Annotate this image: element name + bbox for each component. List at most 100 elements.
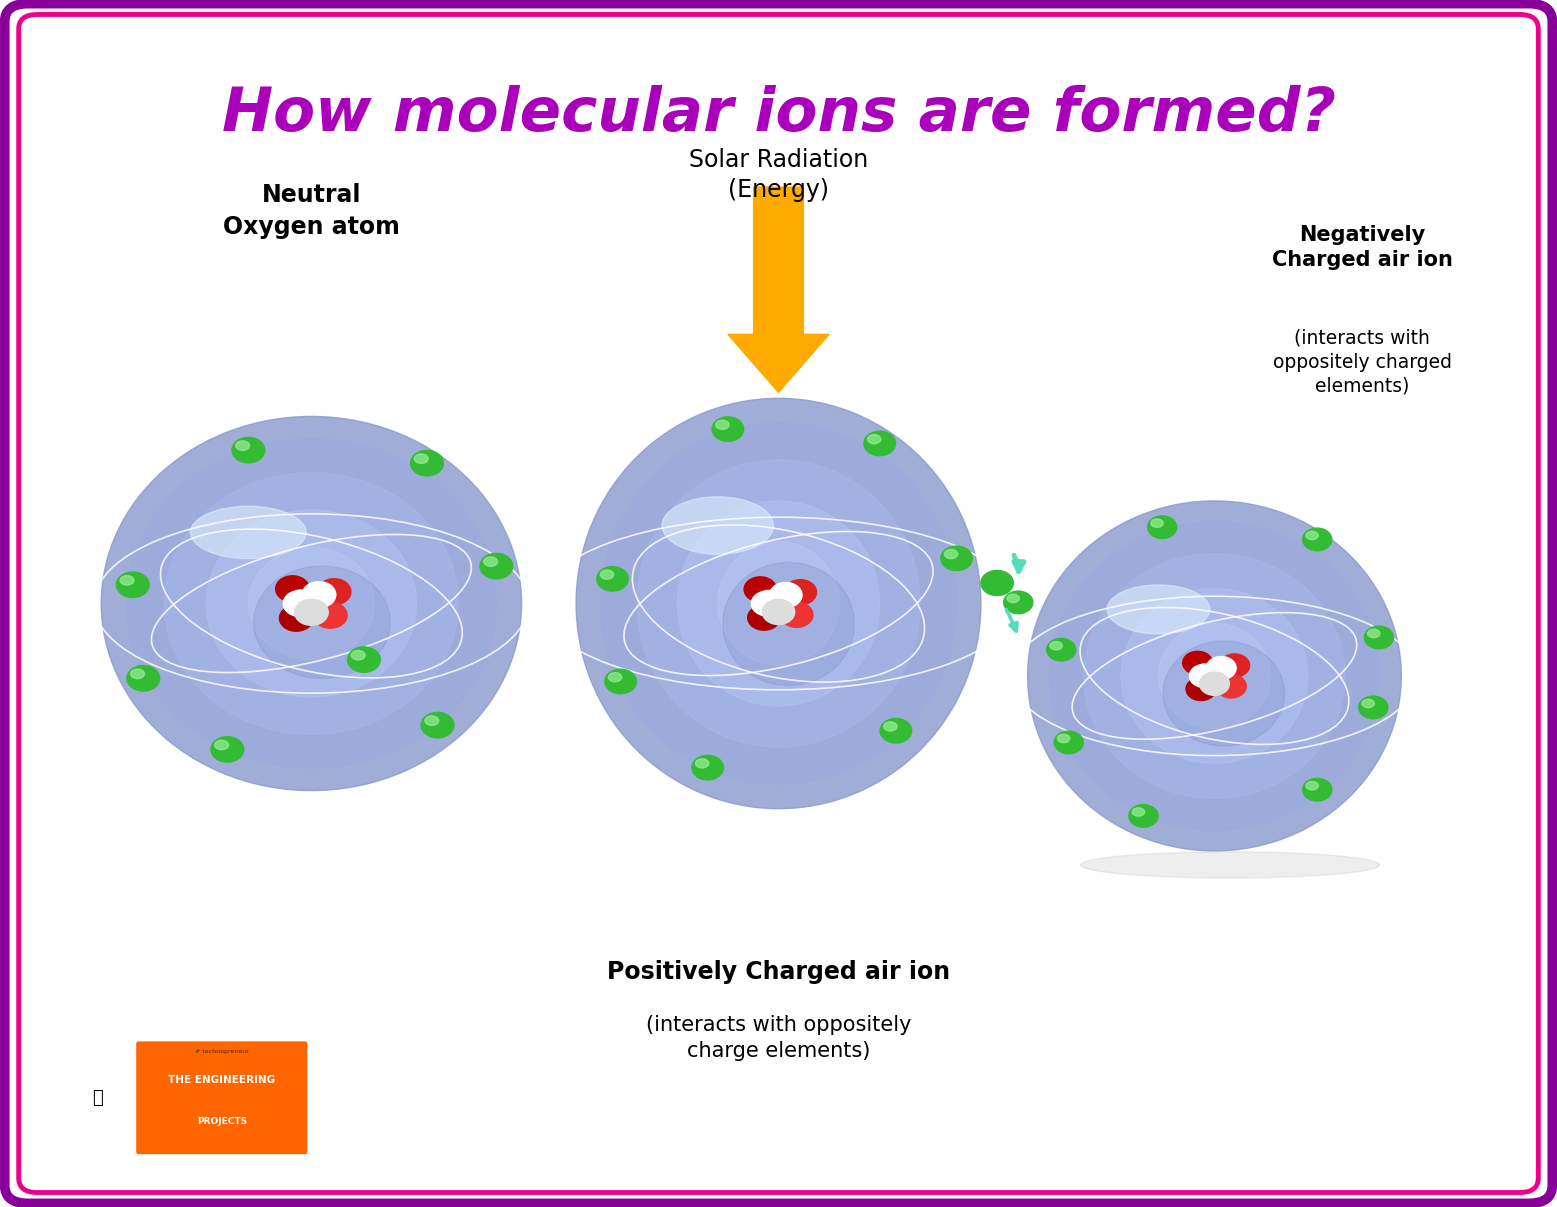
Ellipse shape — [1148, 515, 1177, 538]
Ellipse shape — [691, 756, 724, 780]
Ellipse shape — [347, 647, 380, 672]
Ellipse shape — [420, 712, 455, 737]
Ellipse shape — [1057, 734, 1070, 742]
Ellipse shape — [718, 542, 839, 665]
FancyBboxPatch shape — [5, 4, 1552, 1203]
Ellipse shape — [1364, 626, 1394, 648]
Ellipse shape — [425, 716, 439, 725]
Ellipse shape — [884, 722, 897, 731]
Ellipse shape — [352, 651, 366, 660]
Ellipse shape — [1054, 731, 1084, 753]
Ellipse shape — [1306, 781, 1319, 789]
Ellipse shape — [722, 562, 855, 686]
Ellipse shape — [283, 590, 318, 617]
Text: Negatively
Charged air ion: Negatively Charged air ion — [1272, 225, 1453, 270]
Ellipse shape — [601, 570, 613, 579]
Ellipse shape — [604, 669, 637, 694]
Ellipse shape — [945, 549, 958, 559]
Ellipse shape — [747, 605, 780, 630]
Ellipse shape — [744, 577, 777, 602]
Ellipse shape — [981, 571, 1014, 595]
Ellipse shape — [318, 578, 350, 605]
Ellipse shape — [215, 740, 229, 750]
Ellipse shape — [780, 602, 813, 628]
Ellipse shape — [576, 398, 981, 809]
Ellipse shape — [126, 665, 160, 692]
Ellipse shape — [637, 460, 920, 747]
Ellipse shape — [302, 582, 336, 608]
Ellipse shape — [1084, 553, 1345, 799]
Ellipse shape — [1207, 657, 1236, 680]
Ellipse shape — [294, 590, 329, 617]
Ellipse shape — [761, 590, 775, 597]
Ellipse shape — [1081, 852, 1380, 877]
Ellipse shape — [414, 454, 428, 463]
Text: (interacts with oppositely
charge elements): (interacts with oppositely charge elemen… — [646, 1015, 911, 1061]
Ellipse shape — [880, 718, 912, 744]
Ellipse shape — [232, 437, 265, 462]
Ellipse shape — [1216, 675, 1246, 698]
Text: How molecular ions are formed?: How molecular ions are formed? — [221, 86, 1336, 144]
Ellipse shape — [609, 672, 621, 682]
Ellipse shape — [101, 416, 522, 791]
Ellipse shape — [484, 556, 498, 566]
Ellipse shape — [126, 439, 497, 768]
Ellipse shape — [1049, 641, 1062, 649]
Ellipse shape — [1107, 585, 1210, 634]
Ellipse shape — [1303, 779, 1331, 801]
Text: Positively Charged air ion: Positively Charged air ion — [607, 960, 950, 984]
Ellipse shape — [1190, 664, 1219, 688]
Ellipse shape — [165, 473, 458, 734]
Ellipse shape — [867, 435, 881, 444]
Ellipse shape — [1121, 588, 1308, 764]
FancyArrow shape — [727, 187, 828, 392]
Ellipse shape — [662, 497, 774, 554]
Ellipse shape — [677, 501, 880, 706]
Ellipse shape — [1163, 641, 1285, 746]
Ellipse shape — [276, 576, 310, 602]
Ellipse shape — [1132, 807, 1144, 816]
Ellipse shape — [294, 599, 329, 625]
Ellipse shape — [1359, 696, 1387, 718]
Ellipse shape — [313, 602, 347, 629]
Ellipse shape — [716, 420, 729, 430]
Ellipse shape — [1049, 521, 1380, 830]
Text: (interacts with
oppositely charged
elements): (interacts with oppositely charged eleme… — [1274, 328, 1451, 396]
Ellipse shape — [601, 422, 956, 785]
Ellipse shape — [1199, 664, 1211, 671]
Ellipse shape — [235, 441, 249, 450]
Ellipse shape — [1007, 594, 1020, 602]
Ellipse shape — [1046, 639, 1076, 661]
Ellipse shape — [1362, 699, 1375, 707]
Ellipse shape — [480, 553, 512, 579]
Ellipse shape — [1303, 529, 1331, 550]
Ellipse shape — [411, 450, 444, 476]
Ellipse shape — [940, 546, 973, 571]
Ellipse shape — [190, 506, 307, 559]
Ellipse shape — [1199, 672, 1230, 695]
Ellipse shape — [752, 591, 783, 616]
Ellipse shape — [712, 416, 744, 442]
Text: Solar Radiation
(Energy): Solar Radiation (Energy) — [688, 147, 869, 203]
Ellipse shape — [279, 605, 313, 631]
Ellipse shape — [294, 590, 308, 597]
Ellipse shape — [769, 583, 802, 607]
Ellipse shape — [1028, 501, 1401, 851]
Ellipse shape — [596, 566, 629, 591]
Ellipse shape — [763, 600, 794, 624]
Ellipse shape — [254, 566, 391, 678]
Ellipse shape — [1151, 519, 1163, 527]
Ellipse shape — [1004, 591, 1032, 613]
Ellipse shape — [120, 576, 134, 585]
Text: Neutral
Oxygen atom: Neutral Oxygen atom — [223, 183, 400, 239]
Ellipse shape — [785, 579, 816, 605]
Ellipse shape — [1367, 629, 1380, 637]
Ellipse shape — [206, 509, 417, 698]
Ellipse shape — [1199, 664, 1230, 688]
Ellipse shape — [1219, 654, 1250, 677]
Ellipse shape — [210, 736, 244, 762]
Ellipse shape — [864, 431, 895, 456]
Ellipse shape — [117, 572, 149, 597]
Ellipse shape — [1183, 652, 1213, 675]
Ellipse shape — [249, 548, 374, 660]
